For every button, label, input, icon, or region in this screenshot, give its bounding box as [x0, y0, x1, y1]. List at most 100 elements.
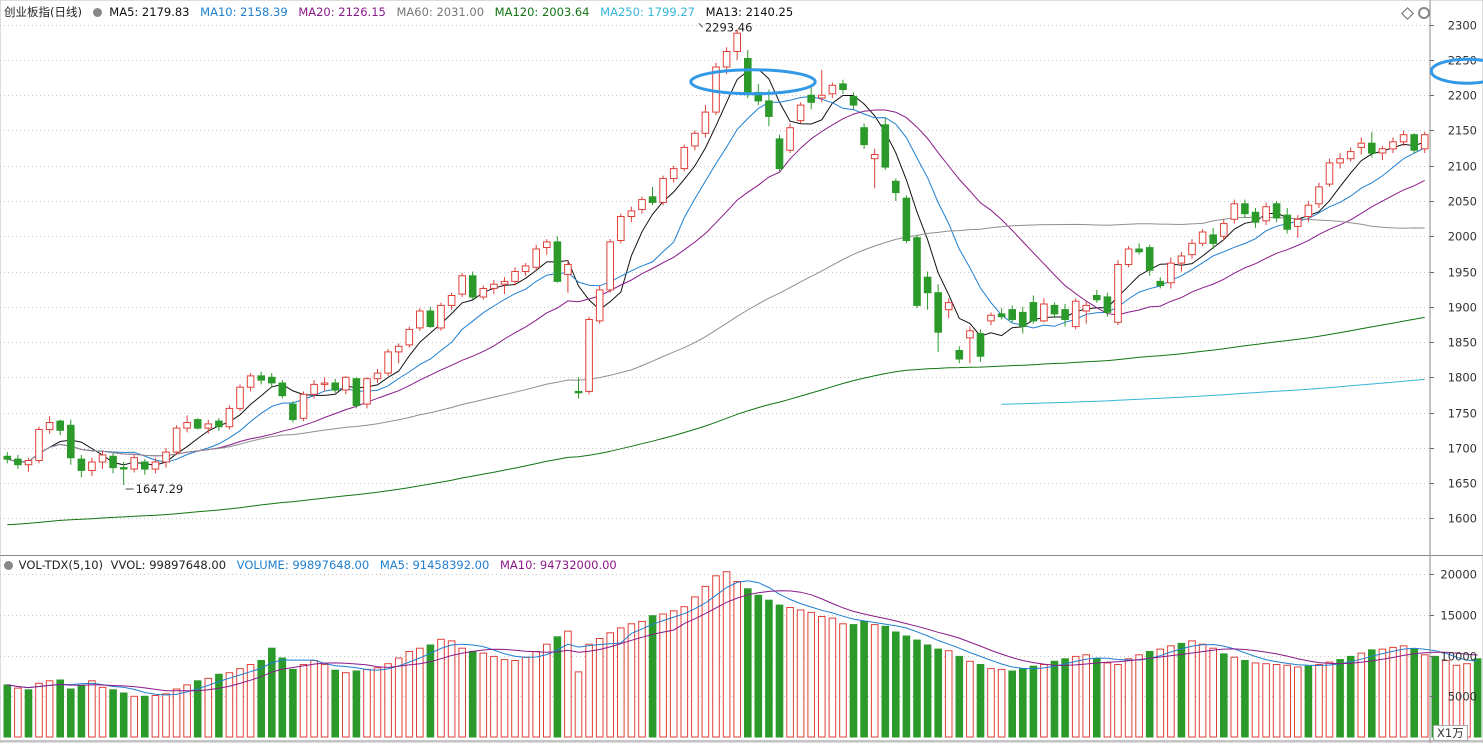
- candle-body: [1188, 242, 1196, 256]
- candle-body: [765, 100, 773, 117]
- candle-body: [172, 427, 181, 453]
- volume-bar: [1145, 651, 1154, 738]
- volume-bar: [1167, 645, 1175, 738]
- volume-bar: [733, 581, 742, 738]
- ma10-line: [7, 95, 1425, 463]
- candle-body: [955, 350, 964, 360]
- volume-bar: [215, 673, 223, 738]
- candle-body: [1167, 262, 1175, 284]
- chevron-down-icon[interactable]: [4, 561, 13, 570]
- index-title[interactable]: 创业板指(日线): [4, 5, 82, 19]
- volume-bar: [828, 617, 837, 738]
- volume-bar: [1357, 652, 1366, 738]
- candle-body: [1029, 302, 1038, 322]
- volume-bar: [659, 613, 667, 738]
- candle-body: [1209, 234, 1218, 244]
- candle-body: [997, 313, 1006, 318]
- candle-body: [1304, 204, 1313, 217]
- volume-indicator-header: VOL-TDX(5,10) VVOL: 99897648.00 VOLUME: …: [4, 557, 624, 573]
- ma20-line: [7, 109, 1425, 463]
- volume-bar: [849, 624, 858, 738]
- price-tick-label: 2100: [1448, 160, 1477, 174]
- candle-body: [141, 461, 149, 470]
- candle-body: [1399, 134, 1408, 143]
- volume-bar: [1198, 643, 1207, 738]
- candle-body: [1336, 158, 1344, 164]
- candle-body: [532, 248, 541, 268]
- volume-bar: [342, 672, 350, 738]
- chevron-down-icon[interactable]: [92, 8, 102, 17]
- candle-body: [966, 330, 974, 339]
- volume-bar: [839, 623, 847, 738]
- candlestick-layer: [3, 29, 1429, 486]
- volume-bar: [363, 668, 371, 738]
- volume-bar: [141, 695, 149, 738]
- volume-bar: [490, 655, 498, 738]
- volume-bar: [860, 620, 868, 738]
- candle-body: [807, 94, 816, 103]
- volume-bar: [172, 688, 181, 738]
- candle-body: [574, 390, 583, 394]
- volume-bar: [1325, 661, 1334, 738]
- candle-body: [109, 455, 117, 469]
- volume-bar: [722, 571, 731, 738]
- vol-ma5-readout: MA5: 91458392.00: [379, 558, 490, 572]
- volume-bar: [511, 660, 519, 738]
- low-price-label: 1647.29: [136, 482, 184, 496]
- volume-bar: [775, 604, 784, 738]
- candle-body: [1124, 248, 1133, 265]
- candle-body: [268, 376, 276, 384]
- candle-body: [511, 271, 519, 282]
- candle-body: [193, 419, 202, 429]
- volume-indicator-title[interactable]: VOL-TDX(5,10): [18, 558, 104, 572]
- price-tick-label: 2300: [1448, 19, 1477, 33]
- candle-body: [987, 314, 995, 322]
- volume-bar: [1220, 653, 1228, 738]
- candle-body: [585, 319, 593, 392]
- candle-body: [648, 196, 657, 203]
- volume-bar: [257, 660, 265, 738]
- volume-bar: [373, 667, 382, 738]
- candle-body: [1177, 255, 1186, 264]
- candle-body: [617, 216, 625, 241]
- candle-body: [426, 310, 435, 327]
- gear-icon[interactable]: [1418, 7, 1430, 19]
- candle-body: [870, 154, 879, 160]
- volume-bar: [3, 684, 12, 738]
- candle-body: [352, 378, 361, 407]
- volume-bar: [1061, 658, 1069, 738]
- candle-body: [257, 375, 265, 381]
- candle-body: [98, 454, 107, 463]
- volume-bar: [997, 668, 1006, 738]
- volume-bar: [1346, 655, 1355, 738]
- volume-bar: [246, 664, 255, 738]
- candle-body: [722, 51, 731, 68]
- volume-bar: [987, 668, 995, 738]
- candle-body: [1114, 264, 1122, 323]
- volume-bar: [1230, 656, 1239, 738]
- candle-body: [1272, 203, 1281, 219]
- candle-body: [521, 265, 530, 272]
- candle-body: [225, 407, 234, 428]
- vvol-readout: VVOL: 99897648.00: [110, 558, 227, 572]
- candle-body: [934, 292, 943, 333]
- candle-body: [638, 199, 646, 211]
- volume-unit-label: X1万: [1433, 725, 1468, 741]
- volume-bar: [1209, 647, 1218, 738]
- volume-bar: [966, 660, 974, 738]
- volume-bar: [754, 594, 763, 738]
- volume-tick-label: 10000: [1440, 650, 1477, 664]
- volume-bar: [638, 620, 646, 738]
- price-tick-label: 1950: [1448, 266, 1477, 280]
- volume-bar: [712, 575, 720, 738]
- volume-bar: [151, 695, 160, 738]
- candle-body: [1019, 311, 1027, 327]
- volume-bar: [416, 647, 424, 738]
- volume-bar: [109, 689, 117, 738]
- candle-body: [278, 382, 287, 397]
- candle-body: [490, 283, 498, 289]
- volume-bar: [1389, 646, 1397, 738]
- volume-bar: [892, 631, 900, 738]
- candle-body: [944, 302, 953, 311]
- volume-bar: [1156, 648, 1165, 738]
